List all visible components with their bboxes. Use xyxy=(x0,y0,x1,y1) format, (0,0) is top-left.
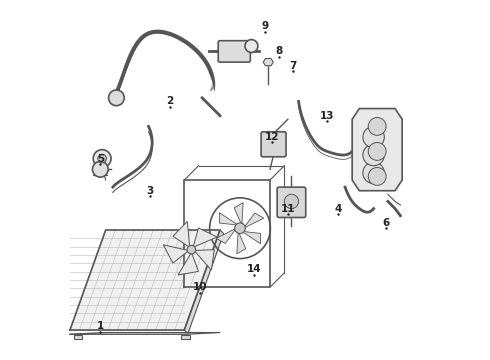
Polygon shape xyxy=(70,333,220,334)
Text: 14: 14 xyxy=(246,264,261,274)
Circle shape xyxy=(93,161,108,177)
Polygon shape xyxy=(193,228,217,247)
Text: 13: 13 xyxy=(320,111,334,121)
Circle shape xyxy=(93,150,111,167)
Text: 9: 9 xyxy=(261,21,268,31)
Polygon shape xyxy=(216,228,237,243)
Polygon shape xyxy=(173,221,190,247)
Polygon shape xyxy=(163,245,189,263)
FancyBboxPatch shape xyxy=(218,41,250,62)
Circle shape xyxy=(109,90,124,106)
Text: 1: 1 xyxy=(97,321,104,332)
Text: 12: 12 xyxy=(265,132,279,142)
Circle shape xyxy=(363,144,384,166)
Circle shape xyxy=(368,143,386,160)
Text: 5: 5 xyxy=(97,154,104,163)
Polygon shape xyxy=(70,230,220,330)
Circle shape xyxy=(363,162,384,184)
Circle shape xyxy=(245,40,258,53)
Polygon shape xyxy=(263,59,273,66)
Text: 3: 3 xyxy=(147,186,154,196)
Text: 8: 8 xyxy=(275,46,283,57)
FancyBboxPatch shape xyxy=(277,187,306,217)
Text: 11: 11 xyxy=(281,203,295,213)
Circle shape xyxy=(363,126,384,148)
Polygon shape xyxy=(234,203,243,225)
Text: 6: 6 xyxy=(383,218,390,228)
Polygon shape xyxy=(178,252,198,275)
Polygon shape xyxy=(242,231,261,244)
Circle shape xyxy=(187,246,196,254)
Polygon shape xyxy=(237,231,246,254)
Text: 7: 7 xyxy=(290,61,297,71)
Circle shape xyxy=(235,223,245,234)
Polygon shape xyxy=(352,109,402,191)
Text: 4: 4 xyxy=(334,203,342,213)
Polygon shape xyxy=(194,249,214,270)
Text: 10: 10 xyxy=(193,282,208,292)
FancyBboxPatch shape xyxy=(261,132,286,157)
Polygon shape xyxy=(220,213,238,225)
Circle shape xyxy=(284,194,298,208)
Polygon shape xyxy=(244,213,264,228)
Polygon shape xyxy=(74,336,82,339)
Circle shape xyxy=(98,154,106,163)
Polygon shape xyxy=(181,336,190,339)
Polygon shape xyxy=(184,230,223,334)
Circle shape xyxy=(368,117,386,135)
Text: 2: 2 xyxy=(167,96,173,107)
Circle shape xyxy=(368,167,386,185)
